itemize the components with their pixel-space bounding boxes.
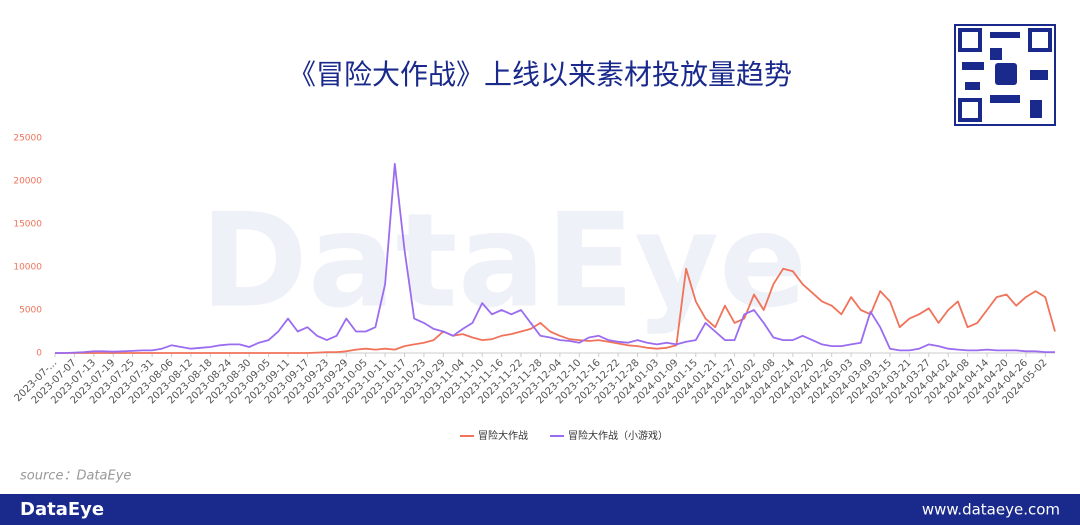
footer-bar [0,494,1080,525]
footer-logo: DataEye [20,499,104,520]
y-tick-label: 10000 [13,263,42,273]
y-tick-label: 20000 [13,177,42,187]
chart-title: 《冒险大作战》上线以来素材投放量趋势 [288,58,792,91]
series-line [55,162,1055,354]
series-line [55,267,1056,354]
legend-label: 冒险大作战（小游戏） [568,429,668,442]
source: source：DataEye [20,469,131,484]
y-tick-label: 25000 [13,134,42,144]
legend-label: 冒险大作战 [478,429,528,442]
qr-code [954,24,1056,126]
footer-url: www.dataeye.com [922,501,1060,519]
y-tick-label: 0 [36,349,42,359]
y-tick-label: 15000 [13,220,42,230]
y-tick-label: 5000 [19,306,42,316]
watermark: DataEye [200,185,807,337]
